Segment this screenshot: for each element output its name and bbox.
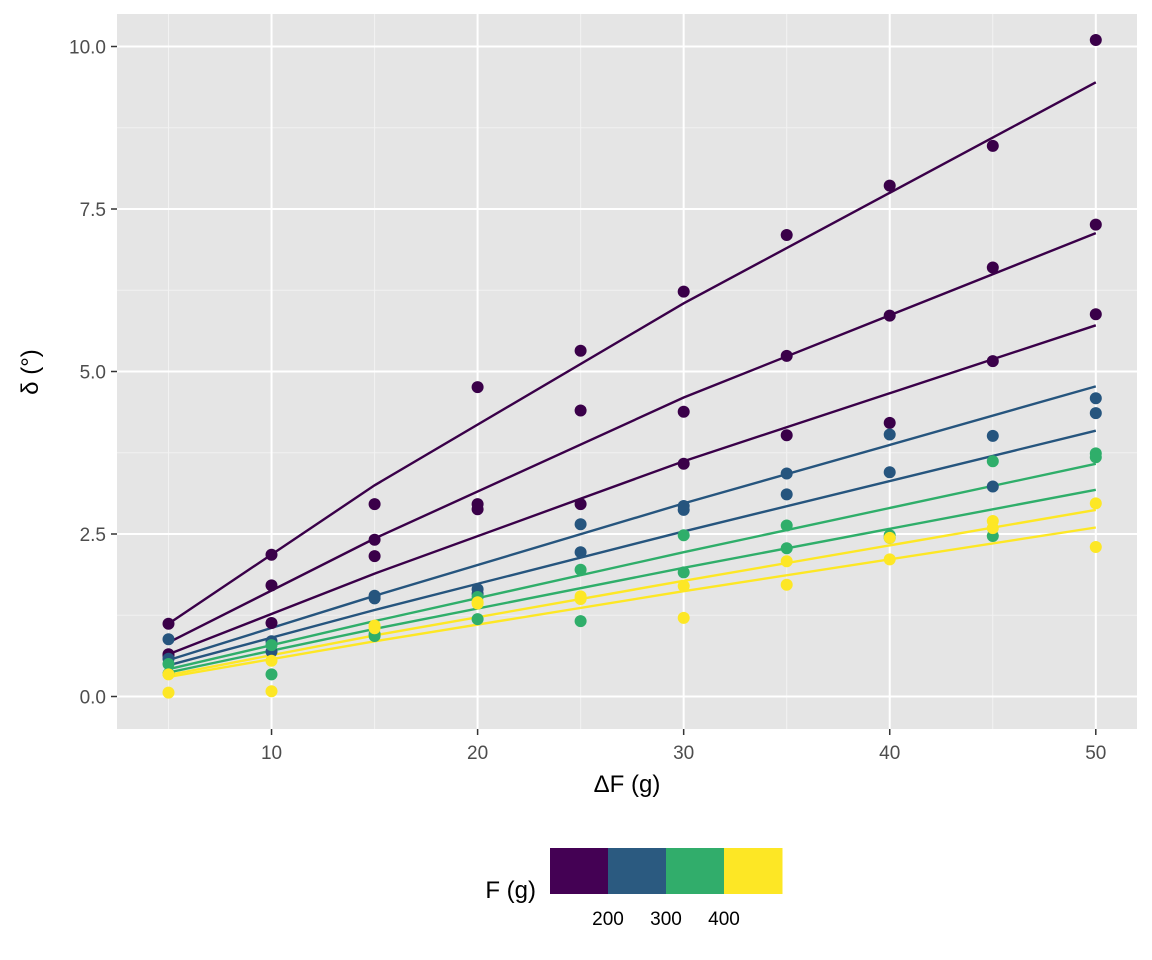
data-point-s7 [1089, 451, 1102, 464]
data-point-s9 [883, 553, 896, 566]
data-points [162, 34, 1102, 699]
x-tick-label: 50 [1085, 743, 1106, 764]
data-point-s9 [986, 522, 999, 535]
data-point-s8 [780, 555, 793, 568]
data-point-s8 [265, 654, 278, 667]
data-point-s1 [986, 139, 999, 152]
data-point-s9 [780, 578, 793, 591]
data-point-s8 [162, 668, 175, 681]
data-point-s9 [471, 597, 484, 610]
y-tick-label: 0.0 [80, 688, 106, 709]
data-point-s6 [986, 455, 999, 468]
data-point-s3 [574, 498, 587, 511]
y-tick-label: 2.5 [80, 525, 106, 546]
data-point-s8 [677, 580, 690, 592]
x-tick-label: 30 [673, 743, 694, 764]
data-point-s1 [883, 179, 896, 192]
legend-swatch-2 [608, 848, 667, 894]
y-tick-label: 10.0 [69, 38, 106, 59]
data-point-s1 [265, 548, 278, 561]
data-point-s2 [1089, 218, 1102, 231]
x-tick-label: 40 [879, 743, 900, 764]
data-point-s2 [265, 579, 278, 592]
data-point-s3 [1089, 308, 1102, 321]
data-point-s3 [471, 503, 484, 516]
data-point-s2 [368, 533, 381, 546]
legend-labels: 200 300 400 [592, 909, 740, 930]
data-point-s2 [677, 405, 690, 418]
legend-break-label: 300 [650, 909, 682, 930]
x-axis-ticks: 10 20 30 40 50 [261, 729, 1106, 764]
data-point-s1 [162, 617, 175, 630]
data-point-s3 [883, 416, 896, 429]
data-point-s8 [1089, 497, 1102, 510]
data-point-s4 [986, 429, 999, 442]
data-point-s6 [780, 519, 793, 532]
data-point-s5 [986, 480, 999, 493]
data-point-s3 [368, 550, 381, 563]
data-point-s6 [574, 563, 587, 576]
data-point-s9 [677, 611, 690, 624]
data-point-s4 [883, 428, 896, 441]
data-point-s6 [677, 529, 690, 542]
data-point-s5 [368, 592, 381, 605]
x-tick-label: 10 [261, 743, 282, 764]
x-tick-label: 20 [467, 743, 488, 764]
legend-break-label: 200 [592, 909, 624, 930]
data-point-s3 [986, 355, 999, 368]
y-tick-label: 7.5 [80, 200, 106, 221]
data-point-s9 [1089, 541, 1102, 553]
data-point-s6 [265, 639, 278, 652]
x-axis-title: ΔF (g) [594, 771, 661, 798]
data-point-s4 [162, 633, 175, 646]
fit-line-3 [168, 324, 1097, 656]
y-axis-ticks: 0.0 2.5 5.0 7.5 10.0 [69, 38, 117, 709]
data-point-s1 [574, 344, 587, 357]
data-point-s2 [780, 349, 793, 362]
data-point-s8 [883, 531, 896, 544]
data-point-s5 [677, 503, 690, 516]
data-point-s1 [368, 498, 381, 511]
data-point-s5 [780, 488, 793, 501]
legend-swatch-1 [550, 848, 609, 894]
data-point-s4 [780, 467, 793, 480]
data-point-s9 [368, 622, 381, 635]
data-point-s1 [677, 285, 690, 298]
legend-colorbar [550, 848, 783, 894]
major-gridlines [117, 14, 1137, 729]
data-point-s1 [1089, 34, 1102, 46]
data-point-s1 [471, 381, 484, 394]
y-tick-label: 5.0 [80, 363, 106, 384]
data-point-s5 [883, 466, 896, 479]
data-point-s9 [162, 686, 175, 699]
data-point-s9 [265, 685, 278, 698]
data-point-s7 [265, 668, 278, 681]
y-axis-title: δ (°) [17, 349, 44, 395]
legend: F (g) 200 300 400 [485, 848, 783, 930]
data-point-s2 [574, 404, 587, 417]
data-point-s1 [780, 229, 793, 241]
data-point-s7 [574, 615, 587, 628]
data-point-s5 [1089, 407, 1102, 420]
data-point-s2 [883, 309, 896, 322]
data-point-s5 [574, 546, 587, 559]
data-point-s7 [780, 542, 793, 555]
data-point-s3 [677, 457, 690, 470]
legend-title: F (g) [485, 877, 536, 904]
data-point-s2 [986, 261, 999, 274]
data-point-s3 [265, 617, 278, 629]
data-point-s7 [677, 566, 690, 579]
legend-break-label: 400 [708, 909, 740, 930]
data-point-s9 [574, 593, 587, 605]
data-point-s4 [574, 518, 587, 531]
data-point-s7 [471, 613, 484, 626]
data-point-s3 [780, 429, 793, 442]
data-point-s6 [162, 658, 175, 670]
legend-swatch-4 [724, 848, 783, 894]
data-point-s4 [1089, 392, 1102, 405]
legend-swatch-3 [666, 848, 725, 894]
